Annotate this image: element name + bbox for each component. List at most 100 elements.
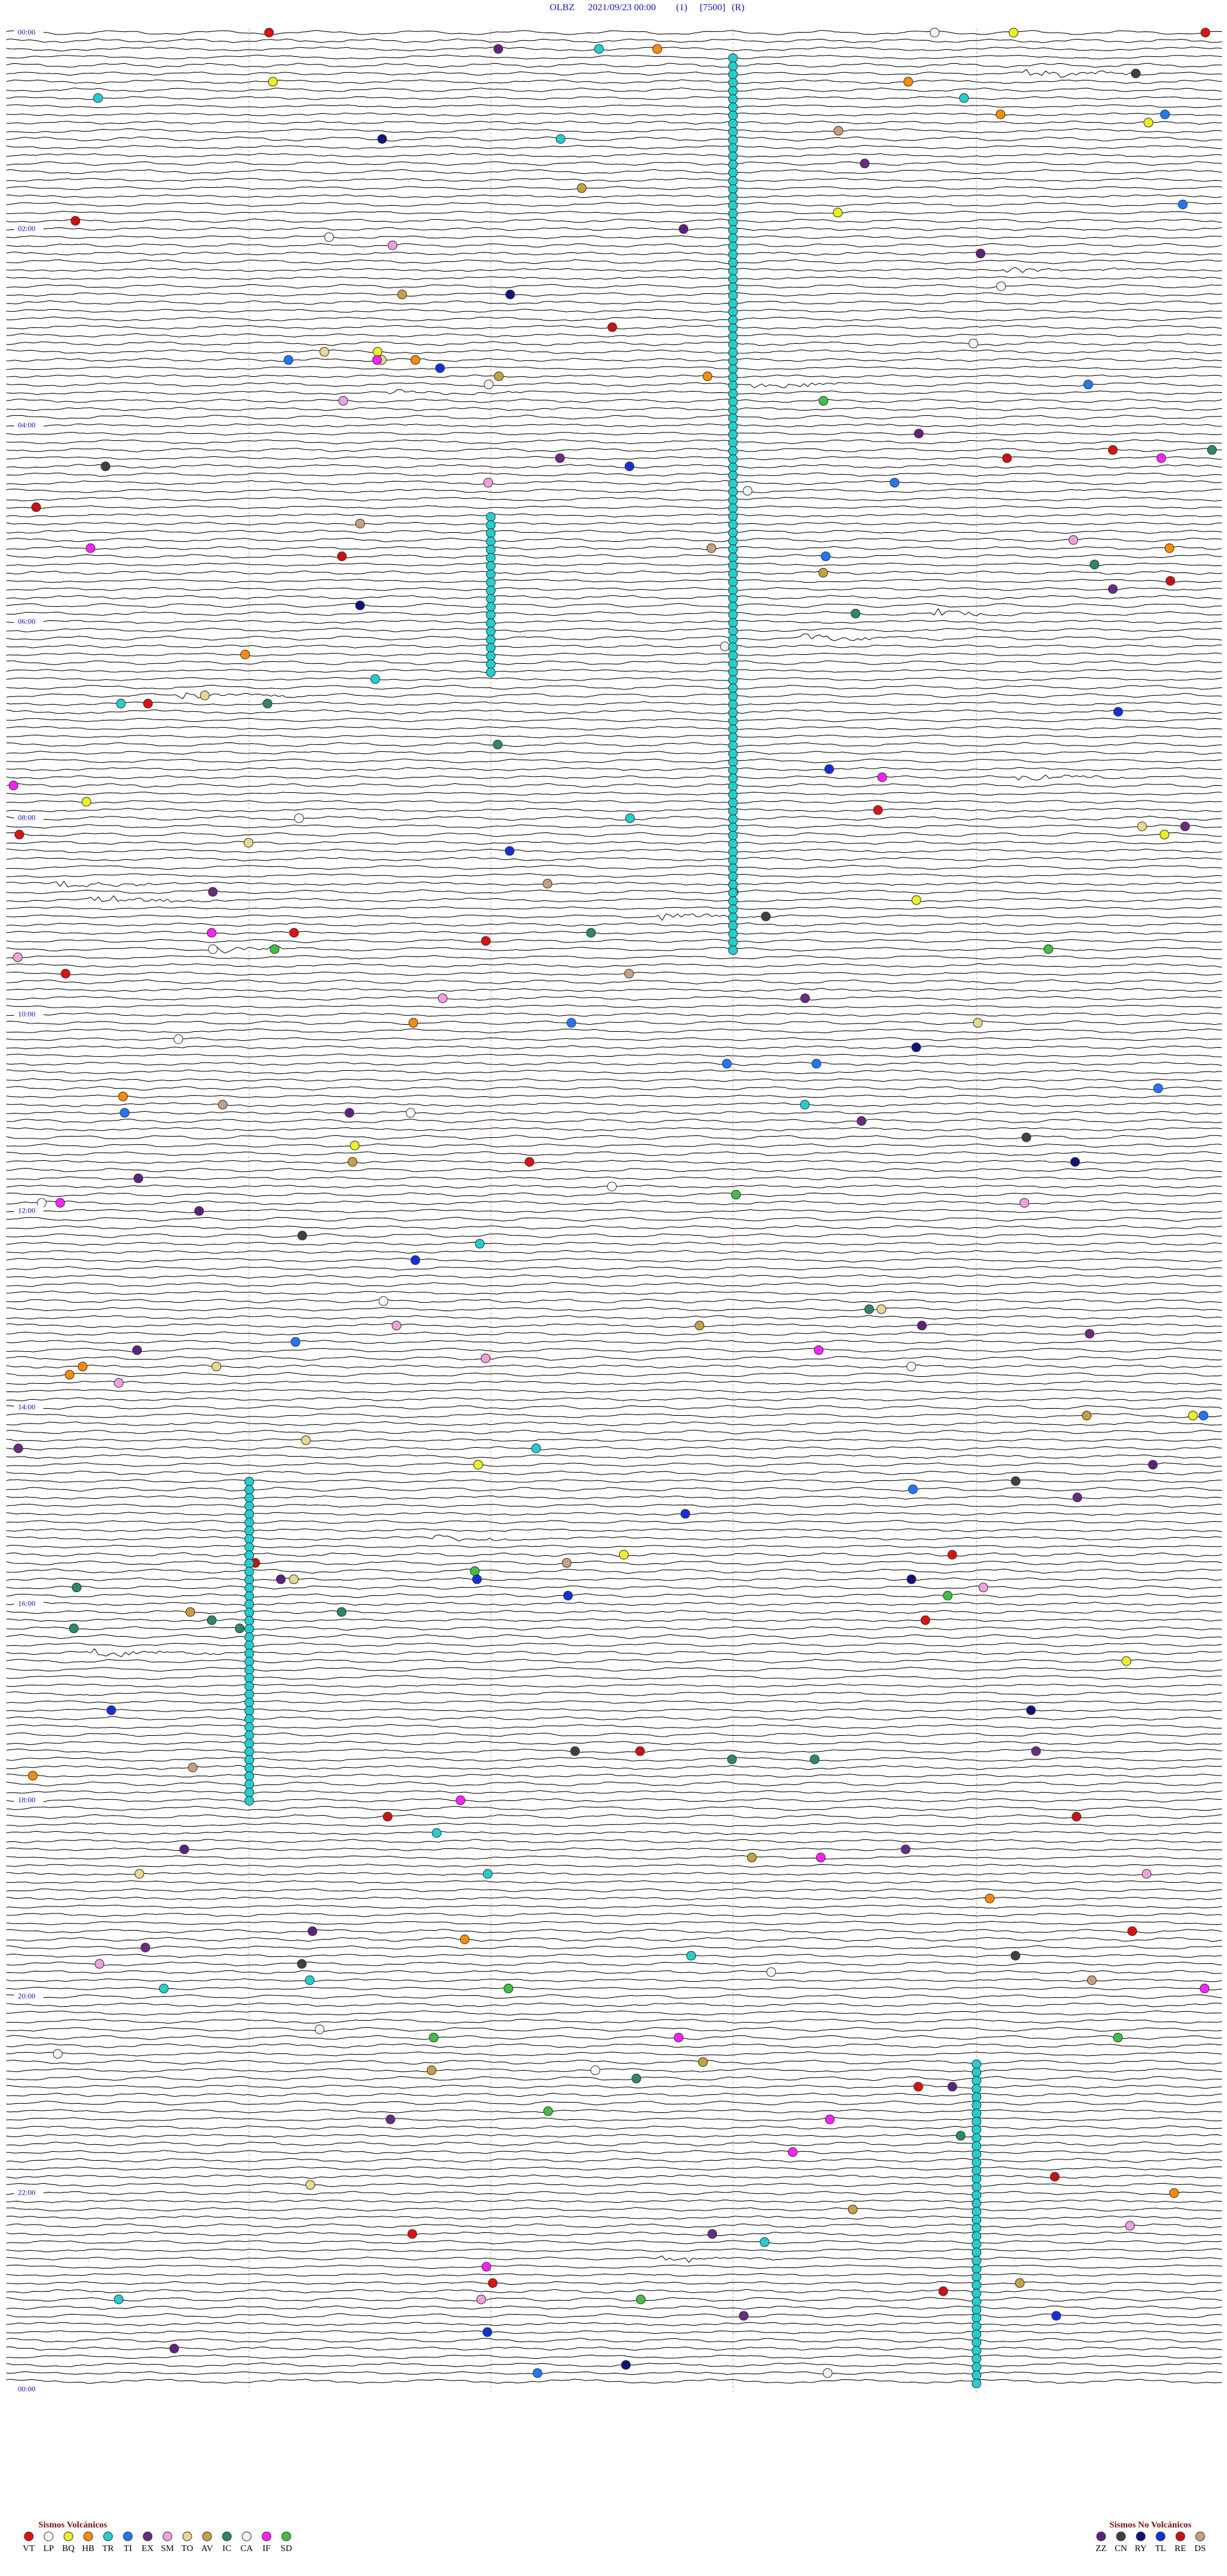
event-marker [244,1673,254,1683]
trace [6,930,1223,935]
event-marker [387,240,397,250]
event-marker [728,201,738,211]
event-marker [283,355,293,365]
trace [6,1961,1223,1966]
trace [6,1659,1223,1664]
event-marker [275,1574,286,1584]
event-marker [674,2032,684,2043]
event-marker [917,1321,927,1331]
event-marker [759,2237,769,2247]
event-marker [594,44,604,54]
event-marker [621,2360,631,2370]
trace [6,505,1223,509]
trace [6,300,1223,305]
event-marker [728,77,738,88]
event-marker [505,846,514,856]
legend-code: SD [281,2544,292,2554]
trace [6,1520,1223,1524]
event-marker [971,2345,982,2356]
trace [6,2141,1223,2147]
trace [6,2191,1223,2195]
trace [6,895,1223,903]
event-marker [1069,535,1079,545]
trace [6,2273,1223,2277]
trace [6,709,1223,715]
legend-code: TR [102,2544,114,2554]
event-marker [244,1698,254,1708]
trace [6,808,1223,813]
trace [6,963,1223,968]
event-marker [971,2362,982,2372]
event-marker [410,1255,421,1265]
trace [6,374,1223,378]
trace [6,2248,1223,2253]
trace [6,2322,1223,2326]
event-marker [65,1370,75,1380]
trace [6,1648,1223,1657]
event-marker [728,397,738,407]
event-marker [728,724,738,734]
event-marker [728,552,738,562]
event-marker [728,569,738,579]
trace [6,1666,1223,1672]
event-marker [1207,445,1217,455]
event-marker [833,126,844,136]
trace [6,1970,1223,1974]
event-marker [486,512,496,522]
event-marker [906,1574,916,1584]
trace [6,1298,1223,1303]
trace [6,652,1223,657]
trace [6,79,1222,84]
trace [6,955,1223,960]
event-marker [355,519,365,528]
event-marker [619,1550,629,1560]
event-marker [1143,118,1154,128]
trace [6,2125,1223,2130]
event-marker [385,2114,396,2124]
event-marker [728,102,738,112]
trace [6,341,1223,346]
trace [6,1929,1223,1934]
event-marker [975,249,985,259]
trace [6,1798,1223,1802]
event-marker [244,1558,254,1568]
event-marker [728,929,738,939]
trace [6,1323,1222,1328]
trace [6,2010,1223,2016]
event-marker [348,1157,357,1167]
trace [6,1225,1223,1230]
time-label: 22:00 [18,2188,35,2197]
event-marker [728,871,738,882]
event-marker [971,2264,982,2274]
event-marker [873,805,883,815]
event-marker [95,1959,105,1969]
event-marker [504,1983,514,1993]
trace [6,448,1223,452]
event-marker [244,1534,254,1544]
event-marker [1125,2221,1135,2231]
trace [6,1920,1223,1926]
time-label: 14:00 [18,1402,35,1411]
event-marker [788,2147,798,2157]
trace [6,1896,1223,1901]
event-marker [914,429,924,439]
event-marker [305,2180,315,2190]
event-marker [971,2329,982,2340]
event-marker [821,551,831,562]
legend-code: AV [201,2544,213,2554]
trace [6,684,1223,690]
trace [6,54,1223,60]
trace [6,1528,1223,1533]
event-marker [244,1575,254,1585]
event-marker [305,1975,315,1985]
trace [6,2068,1223,2073]
event-marker [971,2321,982,2331]
event-marker [728,241,738,252]
trace [6,546,1223,551]
event-marker [728,184,738,194]
trace [6,1855,1223,1860]
event-marker [1084,1329,1095,1339]
event-marker [996,281,1006,291]
event-marker [244,1714,254,1724]
event-marker [890,478,900,487]
